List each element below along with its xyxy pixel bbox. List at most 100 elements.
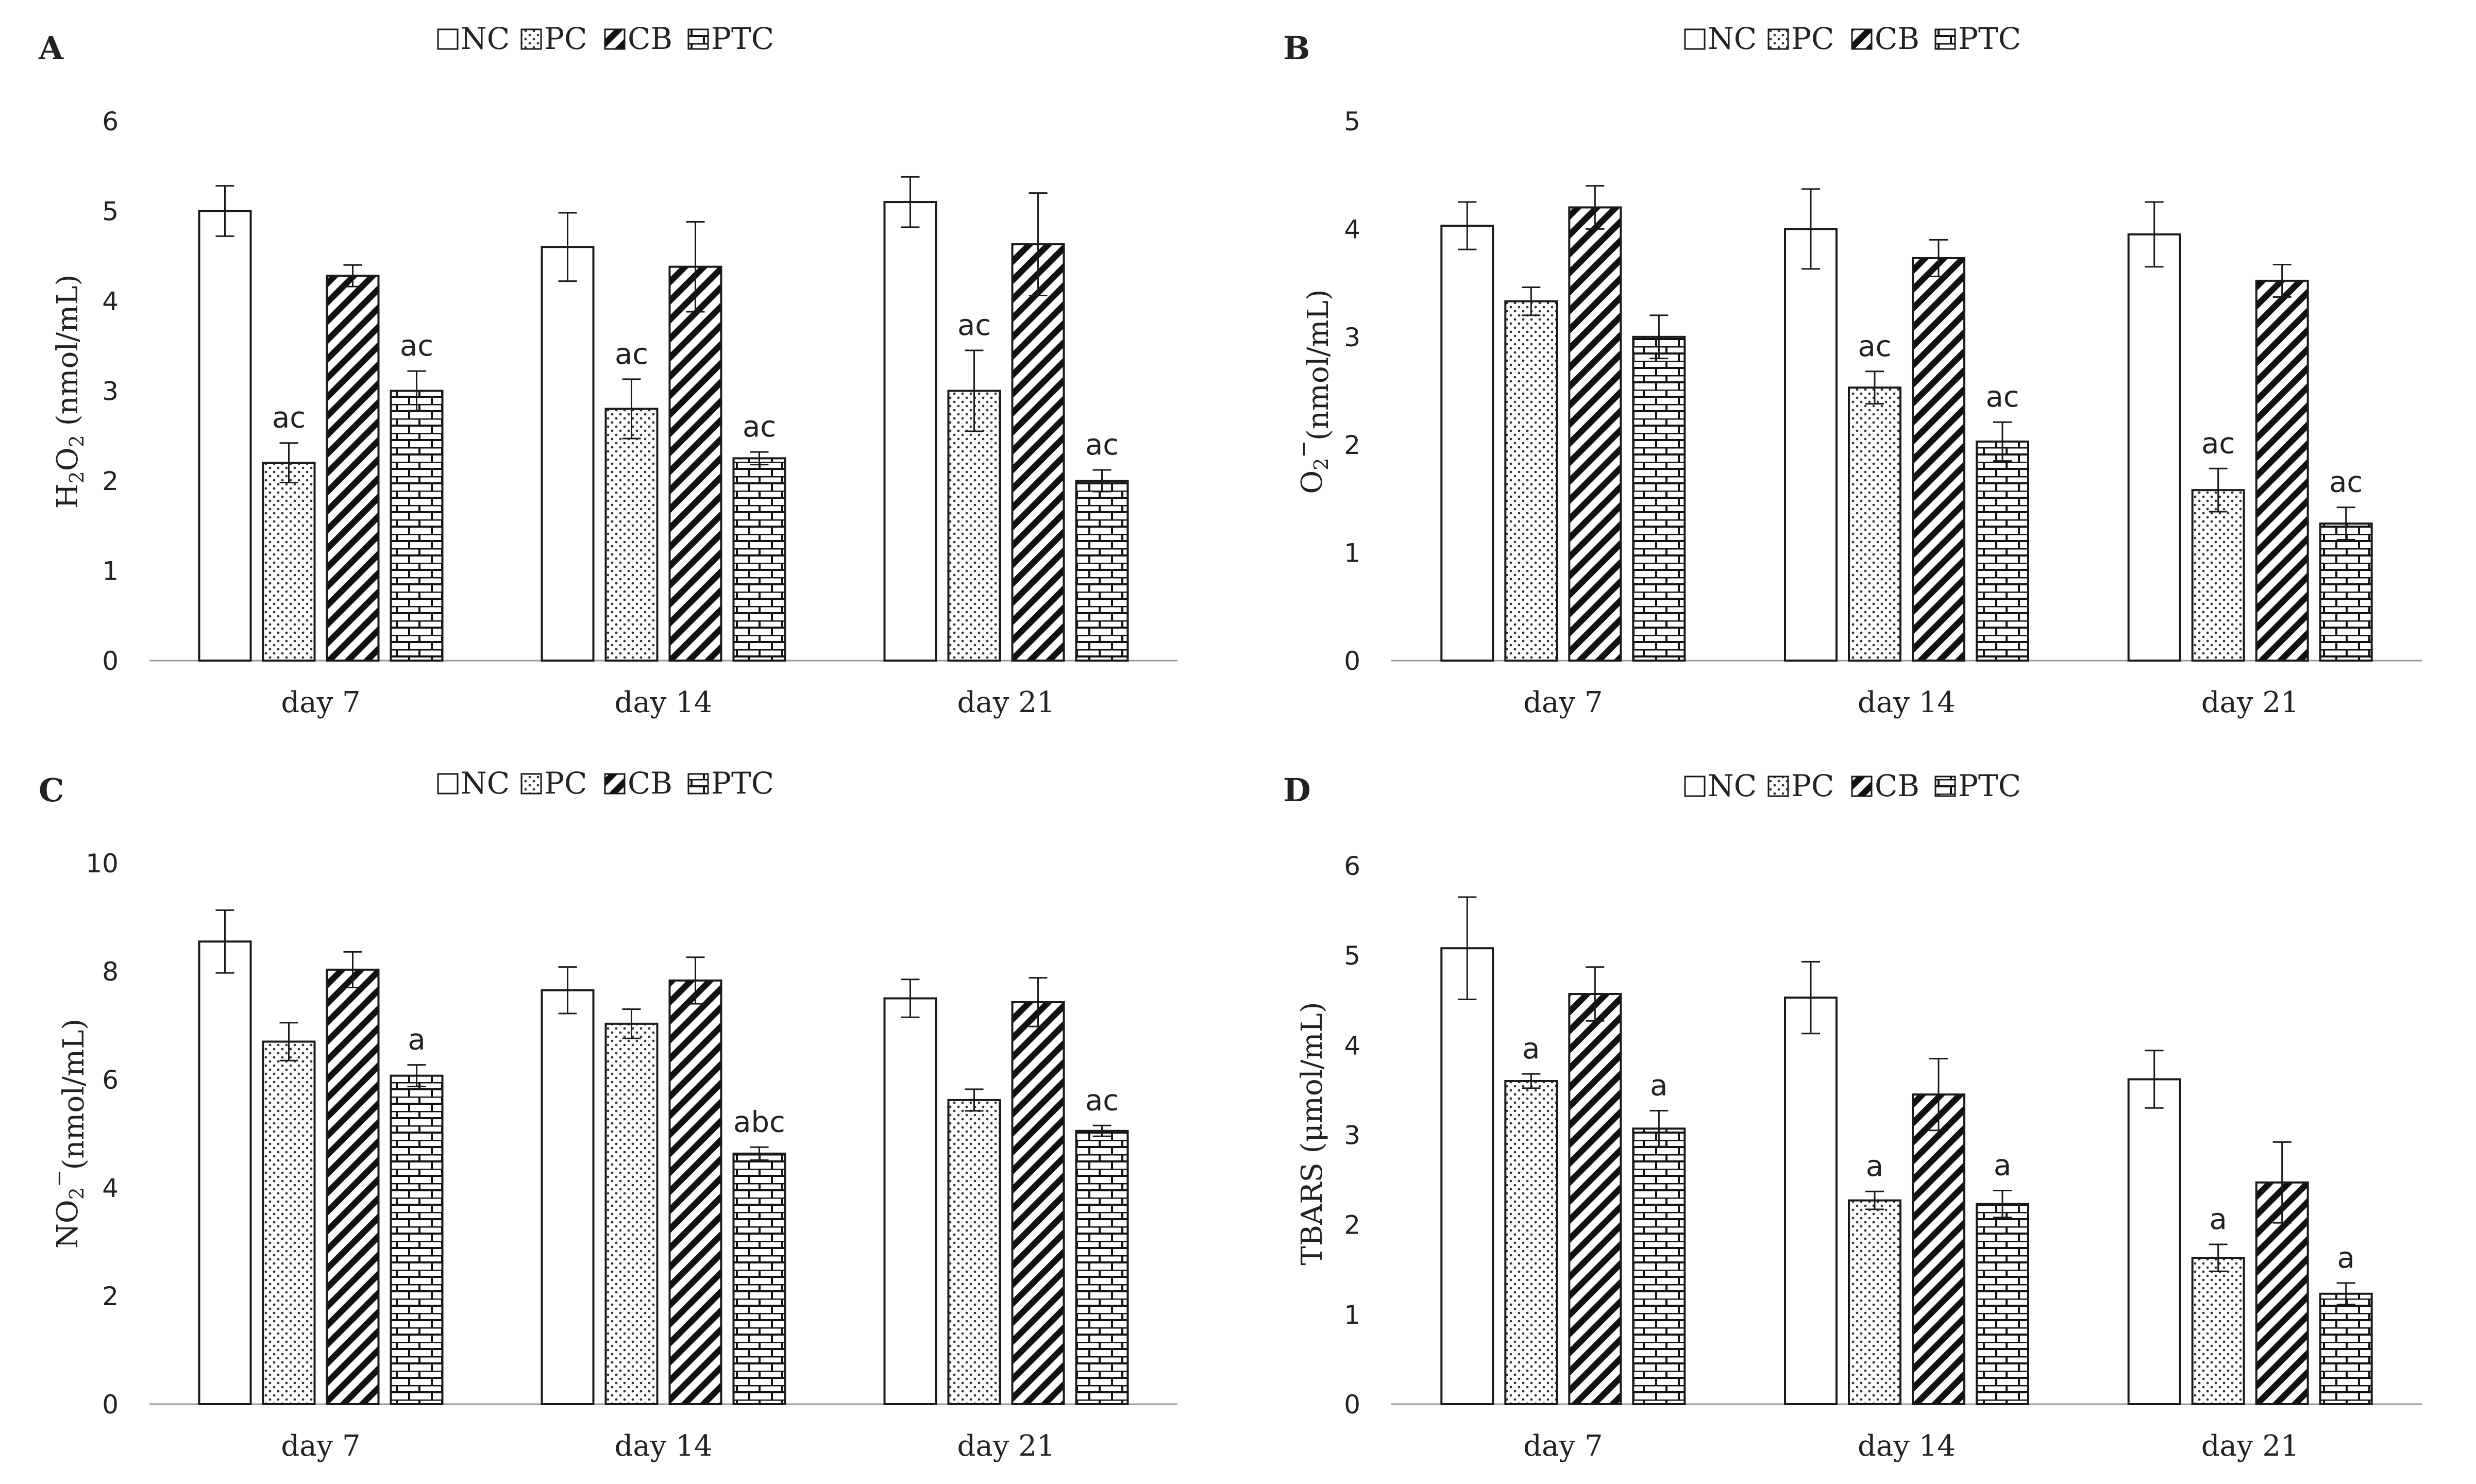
panel-letter: C: [39, 771, 64, 809]
bar-cb: [1011, 1001, 1065, 1405]
error-bar: [2336, 507, 2355, 541]
panel-d: D NC PC CB PTC 0 1 2 3 4 5 6 TBARS (μmol/mL) a a day 7 a…: [1283, 768, 2422, 1463]
bar-ptc: [1632, 335, 1686, 662]
significance-label: a: [1650, 1069, 1667, 1102]
error-bar: [2209, 1243, 2228, 1272]
error-bar: [407, 370, 426, 412]
legend-label-cb: CB: [1875, 768, 1919, 803]
error-bar: [1522, 1073, 1541, 1089]
error-bar: [1029, 977, 1048, 1027]
error-bar: [558, 212, 577, 282]
y-tick-label: 2: [1344, 1210, 1360, 1240]
y-tick-label: 1: [1344, 1300, 1360, 1330]
bar-nc: [883, 997, 937, 1405]
bar-cb: [326, 968, 380, 1405]
significance-label: ac: [1858, 330, 1891, 363]
error-bar: [1801, 188, 1820, 270]
significance-label: ac: [1085, 1084, 1119, 1117]
legend-label-cb: CB: [1875, 21, 1919, 56]
error-bar: [686, 221, 705, 313]
bar-ptc: [2319, 522, 2373, 662]
y-tick-label: 1: [102, 556, 119, 586]
y-tick-label: 3: [102, 377, 119, 407]
legend-label-ptc: PTC: [711, 766, 774, 801]
bar-ptc: [390, 1074, 444, 1405]
y-tick-label: 8: [102, 957, 119, 987]
bar-pc: [604, 408, 659, 662]
error-bar: [901, 979, 920, 1018]
bar-pc: [604, 1022, 659, 1405]
bar-ptc: [1075, 480, 1129, 662]
legend-label-nc: NC: [1708, 21, 1757, 56]
bar-pc: [1504, 300, 1558, 662]
legend-label-pc: PC: [1791, 21, 1834, 56]
bar-nc: [541, 989, 595, 1405]
bar-ptc: [732, 1152, 786, 1406]
legend-label-ptc: PTC: [1958, 21, 2021, 56]
error-bar: [1649, 314, 1669, 360]
error-bar: [1865, 1190, 1884, 1210]
panel-letter: D: [1283, 771, 1311, 809]
legend-label-ptc: PTC: [1958, 768, 2021, 803]
error-bar: [622, 378, 641, 440]
legend-label-nc: NC: [461, 766, 510, 801]
significance-label: ac: [743, 410, 776, 444]
bar-nc: [2127, 233, 2181, 662]
error-bar: [279, 442, 298, 483]
panel-b: B NC PC CB PTC 0 1 2 3 4 5 O2−(nmol/mL) day 7 ac ac day…: [1283, 21, 2422, 719]
error-bar: [407, 1064, 426, 1088]
bar-pc: [1848, 386, 1901, 662]
bar-ptc: [1976, 440, 2029, 662]
x-tick-label: day 21: [957, 686, 1055, 719]
y-axis-label: TBARS (μmol/mL): [1295, 1002, 1329, 1265]
bar-ptc: [1976, 1203, 2029, 1406]
significance-label: ac: [2329, 466, 2363, 499]
legend-label-cb: CB: [628, 21, 672, 56]
legend-label-pc: PC: [544, 766, 587, 801]
bar-cb: [1568, 993, 1622, 1405]
error-bar: [1801, 960, 1820, 1035]
bar-nc: [1784, 228, 1838, 662]
bar-nc: [883, 201, 937, 662]
bar-cb: [1912, 257, 1965, 662]
x-tick-label: day 7: [1523, 1429, 1603, 1463]
error-bar: [965, 349, 984, 432]
bar-ptc: [2319, 1292, 2373, 1405]
error-bar: [1458, 201, 1477, 250]
significance-label: a: [1994, 1149, 2011, 1182]
error-bar: [1458, 896, 1477, 1001]
bar-ptc: [1075, 1129, 1129, 1405]
bar-pc: [2191, 1257, 2245, 1406]
bar-nc: [1440, 225, 1494, 662]
bar-pc: [947, 1099, 1001, 1405]
y-tick-label: 4: [1344, 1031, 1360, 1060]
x-tick-label: day 14: [615, 686, 713, 719]
y-tick-label: 3: [1344, 1121, 1360, 1151]
significance-label: ac: [1985, 380, 2019, 414]
legend-swatch-pc: [520, 773, 542, 795]
x-tick-label: day 21: [2201, 686, 2299, 719]
y-axis-label: NO2−(nmol/mL): [47, 1019, 91, 1249]
legend-swatch-cb: [604, 773, 626, 795]
legend-label-nc: NC: [461, 21, 510, 56]
significance-label: a: [408, 1023, 425, 1057]
y-tick-label: 4: [102, 286, 119, 316]
y-tick-label: 4: [1344, 214, 1360, 244]
bar-nc: [541, 246, 595, 662]
legend-label-ptc: PTC: [711, 21, 774, 56]
significance-label: ac: [1085, 428, 1119, 462]
legend-swatch-pc: [1767, 28, 1789, 50]
error-bar: [1029, 192, 1048, 297]
x-tick-label: day 7: [1523, 686, 1603, 719]
error-bar: [1929, 239, 1948, 278]
y-tick-label: 2: [102, 1281, 119, 1311]
y-tick-label: 2: [102, 466, 119, 496]
error-bar: [1929, 1057, 1948, 1132]
bar-cb: [326, 275, 380, 662]
x-tick-label: day 14: [1858, 686, 1956, 719]
error-bar: [1092, 469, 1111, 493]
error-bar: [343, 264, 362, 288]
error-bar: [1586, 966, 1605, 1022]
